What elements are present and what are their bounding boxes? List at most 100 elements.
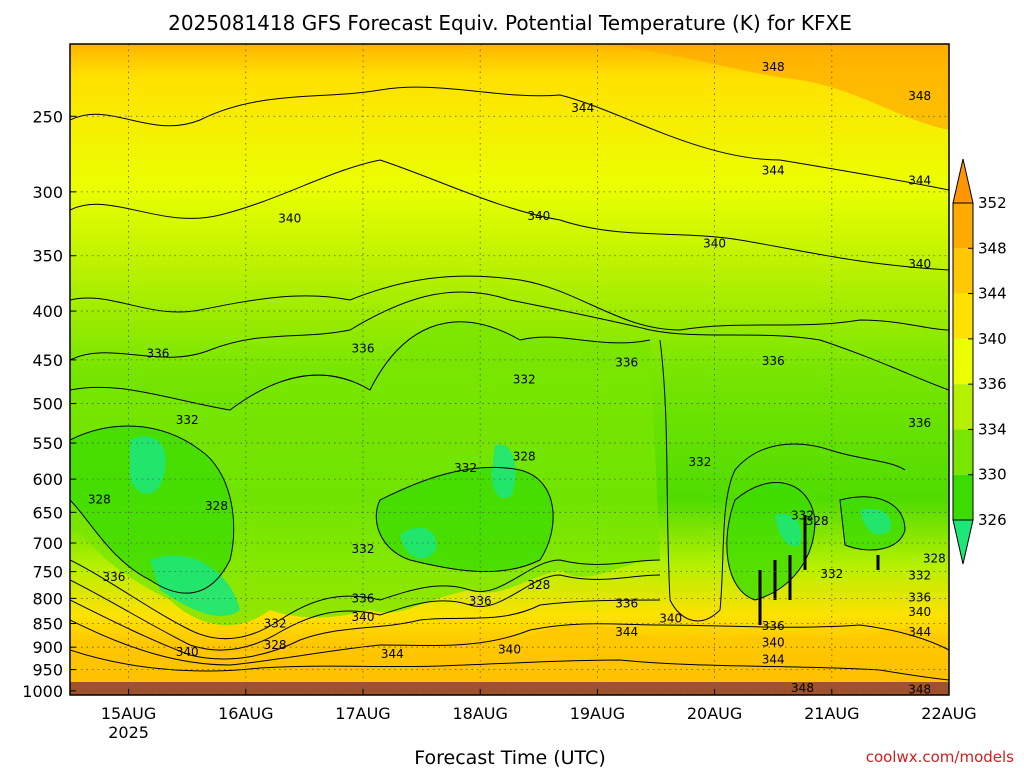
contour-label: 340 bbox=[762, 636, 785, 650]
colorbar-label: 334 bbox=[978, 420, 1007, 438]
colorbar-label: 340 bbox=[978, 330, 1007, 348]
x-axis-label: Forecast Time (UTC) bbox=[414, 747, 605, 768]
contour-line bbox=[659, 339, 906, 622]
x-tick-label: 19AUG bbox=[570, 704, 625, 723]
contour-label: 328 bbox=[527, 578, 550, 592]
contour-line bbox=[375, 466, 554, 573]
contour-label: 336 bbox=[615, 597, 638, 611]
colorbar-min-triangle bbox=[952, 519, 974, 565]
colorbar-border bbox=[952, 202, 974, 521]
contour-label: 340 bbox=[278, 212, 301, 226]
contour-line bbox=[70, 619, 949, 666]
x-tick-label: 21AUG bbox=[804, 704, 859, 723]
contour-label: 348 bbox=[908, 683, 931, 697]
y-tick-label: 850 bbox=[32, 615, 63, 634]
contour-label: 348 bbox=[791, 681, 814, 695]
contour-label: 344 bbox=[381, 647, 404, 661]
contour-label: 344 bbox=[571, 101, 594, 115]
colorbar-label: 326 bbox=[978, 511, 1007, 529]
contour-label: 336 bbox=[469, 594, 492, 608]
contour-label: 344 bbox=[615, 625, 638, 639]
contour-label: 336 bbox=[908, 590, 931, 604]
moist-region bbox=[150, 555, 240, 617]
moist-region bbox=[860, 508, 891, 535]
contour-label: 332 bbox=[264, 617, 287, 631]
contour-label: 344 bbox=[908, 625, 931, 639]
contour-label: 336 bbox=[352, 591, 375, 605]
contour-label: 348 bbox=[908, 89, 931, 103]
contour-label: 348 bbox=[762, 60, 785, 74]
colorbar-max-triangle bbox=[952, 158, 974, 204]
credit-link[interactable]: coolwx.com/models bbox=[866, 748, 1014, 766]
contour-label: 336 bbox=[762, 354, 785, 368]
plot-border bbox=[69, 43, 950, 696]
contour-label: 340 bbox=[176, 645, 199, 659]
contour-label: 332 bbox=[791, 508, 814, 522]
colorbar: 326 330 334 336 340 344 348 352 bbox=[952, 158, 1007, 565]
colorbar-label: 330 bbox=[978, 466, 1007, 484]
y-tick-label: 250 bbox=[32, 107, 63, 126]
contour-label: 336 bbox=[762, 619, 785, 633]
contour-label: 328 bbox=[513, 449, 536, 463]
colorbar-segment bbox=[953, 203, 973, 249]
x-tick-label: 22AUG bbox=[921, 704, 976, 723]
y-tick-label: 300 bbox=[32, 183, 63, 202]
contour-line bbox=[70, 425, 235, 594]
contour-label: 328 bbox=[88, 492, 111, 506]
contour-line bbox=[758, 515, 880, 625]
colorbar-segment bbox=[953, 474, 973, 520]
contour-label: 340 bbox=[527, 209, 550, 223]
contour-line bbox=[70, 574, 661, 651]
y-tick-label: 1000 bbox=[22, 682, 63, 701]
colorbar-segment bbox=[953, 293, 973, 339]
x-tick-label: 15AUG bbox=[101, 704, 156, 723]
contour-line bbox=[70, 159, 949, 271]
contour-label: 328 bbox=[806, 514, 829, 528]
x-tick-label: 18AUG bbox=[452, 704, 507, 723]
colorbar-segment bbox=[953, 429, 973, 475]
contour-label: 328 bbox=[923, 552, 946, 566]
contour-label: 332 bbox=[688, 455, 711, 469]
y-tick-label: 400 bbox=[32, 302, 63, 321]
contour-label: 340 bbox=[352, 610, 375, 624]
contour-label: 336 bbox=[146, 346, 169, 360]
colorbar-segment bbox=[953, 338, 973, 385]
contour-label: 328 bbox=[205, 499, 228, 513]
warm-region bbox=[560, 44, 949, 130]
y-tick-label: 800 bbox=[32, 589, 63, 608]
moist-region bbox=[130, 436, 166, 494]
y-tick-label: 600 bbox=[32, 470, 63, 489]
contour-label: 340 bbox=[908, 605, 931, 619]
contour-label: 340 bbox=[703, 237, 726, 251]
y-axis: 250 300 350 400 450 500 550 600 650 700 750 800 850 9… bbox=[22, 107, 76, 701]
colorbar-label: 336 bbox=[978, 375, 1007, 393]
contour-line bbox=[70, 649, 949, 681]
contour-line bbox=[839, 496, 906, 551]
warm-region bbox=[70, 625, 949, 682]
contour-label: 344 bbox=[762, 164, 785, 178]
moist-region bbox=[400, 527, 437, 559]
chart-title: 2025081418 GFS Forecast Equiv. Potential… bbox=[168, 11, 852, 35]
contour-label: 340 bbox=[659, 612, 682, 626]
colorbar-label: 348 bbox=[978, 239, 1007, 257]
y-tick-label: 900 bbox=[32, 638, 63, 657]
y-tick-label: 450 bbox=[32, 351, 63, 370]
y-tick-label: 750 bbox=[32, 563, 63, 582]
ground-surface bbox=[70, 682, 949, 695]
contour-line bbox=[70, 321, 651, 411]
contour-line bbox=[726, 482, 816, 601]
contour-line bbox=[70, 275, 949, 331]
contour-line bbox=[70, 599, 661, 660]
x-year-label: 2025 bbox=[108, 723, 149, 742]
moist-region bbox=[491, 444, 516, 499]
moist-region bbox=[70, 426, 234, 594]
y-tick-label: 350 bbox=[32, 247, 63, 266]
contour-label: 340 bbox=[498, 643, 521, 657]
y-tick-label: 950 bbox=[32, 661, 63, 680]
contour-label: 332 bbox=[513, 373, 536, 387]
x-tick-label: 17AUG bbox=[335, 704, 390, 723]
colorbar-label: 352 bbox=[978, 194, 1007, 212]
contour-label: 332 bbox=[820, 567, 843, 581]
